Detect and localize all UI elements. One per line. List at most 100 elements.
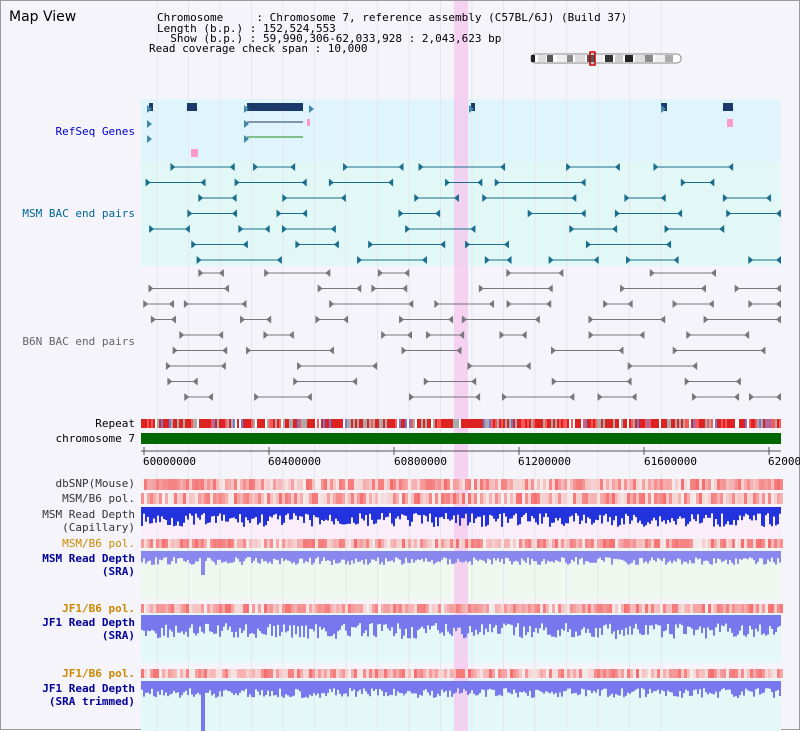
repeat-segment: [259, 419, 261, 428]
jf1-b6-pol-cell: [588, 604, 591, 613]
jf1-depth-sra-bar: [729, 615, 731, 629]
repeat-segment: [653, 419, 655, 428]
jf1-depth-trim-bar: [691, 681, 693, 696]
msm-depth-cap-bar: [599, 507, 601, 516]
repeat-segment: [507, 419, 509, 428]
msm-depth-sra-bar: [425, 551, 427, 559]
msm-depth-sra-bar: [233, 551, 235, 562]
dbsnp-cell: [771, 479, 774, 490]
msm-b6-pol-cell: [684, 493, 687, 504]
jf1-depth-sra-bar: [561, 615, 563, 629]
track-label-msm-b6-pol-2[interactable]: MSM/B6 pol.: [62, 537, 135, 550]
msm-b6-pol-cell: [744, 539, 747, 548]
b6n-bac-pair-end: [620, 284, 626, 293]
jf1-depth-trim-bar: [339, 681, 341, 694]
jf1-b6-pol-cell: [699, 604, 702, 613]
jf1-b6-pol-cell: [483, 669, 486, 678]
msm-depth-cap-bar: [647, 507, 649, 523]
jf1-b6-pol-cell: [279, 604, 282, 613]
repeat-segment: [281, 419, 283, 428]
b6n-bac-pair-end: [168, 300, 174, 308]
jf1-depth-trim-bar: [705, 681, 707, 693]
msm-b6-pol-cell: [687, 493, 690, 504]
track-label-dbsnp[interactable]: dbSNP(Mouse): [55, 477, 135, 490]
jf1-b6-pol-cell: [621, 669, 624, 678]
msm-b6-pol-cell: [483, 539, 486, 548]
jf1-depth-trim-bar: [305, 681, 307, 697]
refseq-gene: [661, 103, 667, 111]
msm-b6-pol-cell: [771, 539, 774, 548]
jf1-b6-pol-cell: [408, 669, 411, 678]
dbsnp-cell: [291, 479, 294, 490]
repeat-segment: [193, 419, 195, 428]
jf1-depth-trim-bar: [247, 681, 249, 698]
jf1-b6-pol-cell: [396, 669, 399, 678]
track-label-msm-bac[interactable]: MSM BAC end pairs: [22, 207, 135, 220]
msm-b6-pol-cell: [195, 493, 198, 504]
track-label-jf1-b6-pol-2[interactable]: JF1/B6 pol.: [62, 667, 135, 680]
track-label-jf1-depth-trimmed[interactable]: JF1 Read Depth (SRA trimmed): [42, 682, 135, 708]
jf1-depth-sra-bar: [557, 615, 559, 631]
msm-b6-pol-cell: [225, 539, 228, 548]
repeat-segment: [315, 419, 317, 428]
jf1-depth-trim-bar: [355, 681, 357, 697]
msm-depth-sra-bar: [415, 551, 417, 561]
jf1-depth-sra-bar: [191, 615, 193, 625]
jf1-b6-pol-cell: [222, 669, 225, 678]
repeat-segment: [417, 419, 419, 428]
jf1-depth-trim-bar: [701, 681, 703, 698]
jf1-b6-pol-cell: [420, 604, 423, 613]
jf1-depth-trim-bar: [665, 681, 667, 697]
repeat-segment: [761, 419, 763, 428]
track-label-chromosome[interactable]: chromosome 7: [55, 432, 135, 445]
jf1-b6-pol-cell: [147, 669, 150, 678]
msm-bac-pair-end: [500, 163, 506, 171]
jf1-depth-trim-bar: [513, 681, 515, 690]
msm-b6-pol-cell: [375, 493, 378, 504]
jf1-depth-trim-bar: [745, 681, 747, 689]
jf1-depth-sra-bar: [459, 615, 461, 628]
jf1-depth-trim-bar: [737, 681, 739, 698]
jf1-b6-pol-cell: [747, 604, 750, 613]
jf1-depth-sra-bar: [589, 615, 591, 633]
msm-bac-pair-end: [748, 256, 754, 264]
track-label-msm-depth-sra[interactable]: MSM Read Depth (SRA): [42, 552, 135, 578]
dbsnp-cell: [351, 479, 354, 490]
b6n-bac-pair-end: [198, 269, 204, 277]
jf1-depth-trim-bar: [563, 681, 565, 692]
jf1-b6-pol-cell: [417, 604, 420, 613]
jf1-b6-pol-cell: [696, 669, 699, 678]
track-label-refseq[interactable]: RefSeq Genes: [55, 125, 135, 138]
track-label-msm-depth-capillary[interactable]: MSM Read Depth (Capillary): [42, 508, 135, 534]
jf1-b6-pol-cell: [264, 669, 267, 678]
msm-depth-sra-bar: [173, 551, 175, 558]
jf1-depth-trim-bar: [489, 681, 491, 689]
jf1-depth-sra-bar: [683, 615, 685, 634]
track-label-repeat[interactable]: Repeat: [95, 417, 135, 430]
jf1-depth-trim-bar: [573, 681, 575, 694]
msm-bac-pair-end: [276, 209, 282, 218]
jf1-b6-pol-cell: [624, 604, 627, 613]
msm-b6-pol-cell: [309, 493, 312, 504]
msm-b6-pol-cell: [201, 493, 204, 504]
jf1-depth-trim-bar: [479, 681, 481, 693]
jf1-depth-trim-bar: [481, 681, 483, 690]
msm-depth-cap-bar: [691, 507, 693, 515]
jf1-b6-pol-cell: [294, 669, 297, 678]
jf1-depth-sra-bar: [227, 615, 229, 630]
msm-b6-pol-cell: [354, 539, 357, 548]
msm-depth-cap-bar: [663, 507, 665, 521]
track-label-b6n-bac[interactable]: B6N BAC end pairs: [22, 335, 135, 348]
jf1-depth-sra-bar: [389, 615, 391, 631]
msm-depth-cap-bar: [473, 507, 475, 524]
track-label-msm-b6-pol-1[interactable]: MSM/B6 pol.: [62, 492, 135, 505]
ideogram-band: [645, 55, 653, 62]
jf1-b6-pol-cell: [351, 669, 354, 678]
track-label-jf1-b6-pol-1[interactable]: JF1/B6 pol.: [62, 602, 135, 615]
msm-depth-cap-bar: [565, 507, 567, 524]
track-label-jf1-depth-sra[interactable]: JF1 Read Depth (SRA): [42, 616, 135, 642]
msm-depth-cap-bar: [259, 507, 261, 523]
msm-b6-pol-cell: [243, 493, 246, 504]
jf1-depth-trim-bar: [735, 681, 737, 697]
